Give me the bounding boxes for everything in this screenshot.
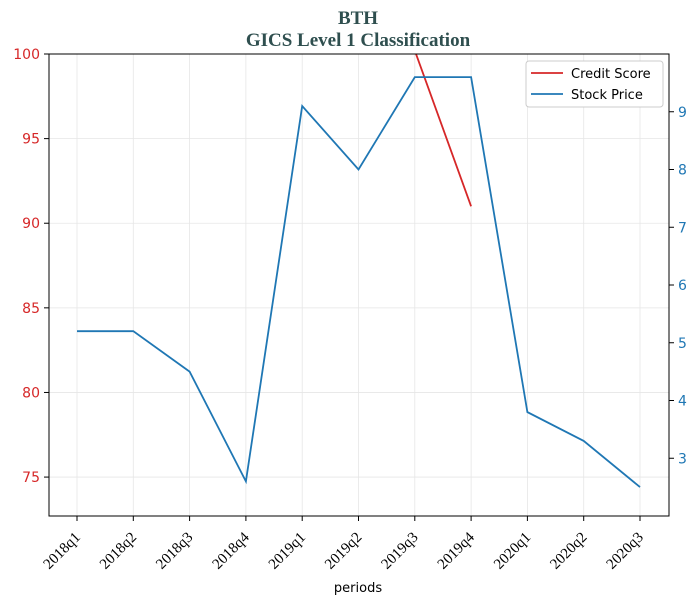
x-tick-label: 2019q4 — [435, 529, 478, 572]
x-axis-label: periods — [334, 581, 382, 596]
chart-subtitle: GICS Level 1 Classification — [246, 30, 471, 51]
plot-frame — [48, 53, 670, 517]
left-tick-label: 75 — [22, 470, 40, 486]
right-axis: 3 4 5 6 7 8 9 — [669, 105, 687, 467]
right-tick-label: 3 — [678, 451, 687, 467]
legend-label: Credit Score — [571, 67, 651, 82]
right-tick-label: 9 — [678, 105, 687, 121]
x-tick-label: 2019q1 — [266, 530, 309, 573]
legend-label: Stock Price — [571, 88, 643, 103]
left-tick-label: 80 — [22, 385, 40, 401]
x-tick-label: 2019q2 — [322, 530, 365, 573]
left-tick-label: 90 — [22, 216, 40, 232]
left-tick-label: 95 — [22, 132, 40, 148]
x-tick-label: 2020q2 — [547, 530, 590, 573]
right-tick-label: 4 — [678, 394, 687, 410]
x-tick-label: 2019q3 — [378, 530, 421, 573]
x-tick-label: 2018q4 — [210, 529, 253, 572]
x-tick-label: 2018q2 — [97, 530, 140, 573]
x-axis: 2018q1 2018q2 2018q3 2018q4 2019q1 2019q2 2019… — [41, 516, 647, 573]
right-tick-label: 6 — [678, 278, 687, 294]
left-axis: 75 80 85 90 95 100 — [13, 47, 49, 486]
series-line-stock-price — [77, 76, 641, 488]
legend: Credit Score Stock Price — [525, 60, 664, 108]
x-tick-label: 2018q3 — [153, 530, 196, 573]
x-tick-label: 2020q3 — [604, 530, 647, 573]
left-tick-label: 85 — [22, 301, 40, 317]
right-tick-label: 8 — [678, 163, 687, 179]
right-tick-label: 7 — [678, 220, 687, 236]
right-tick-label: 5 — [678, 336, 687, 352]
series-line-credit-score — [415, 54, 472, 207]
grid-layer — [49, 53, 669, 516]
x-tick-label: 2020q1 — [491, 530, 534, 573]
x-tick-label: 2018q1 — [41, 530, 84, 573]
series-layer — [77, 54, 641, 488]
chart-title: BTH — [338, 8, 378, 29]
left-tick-label: 100 — [13, 47, 40, 63]
